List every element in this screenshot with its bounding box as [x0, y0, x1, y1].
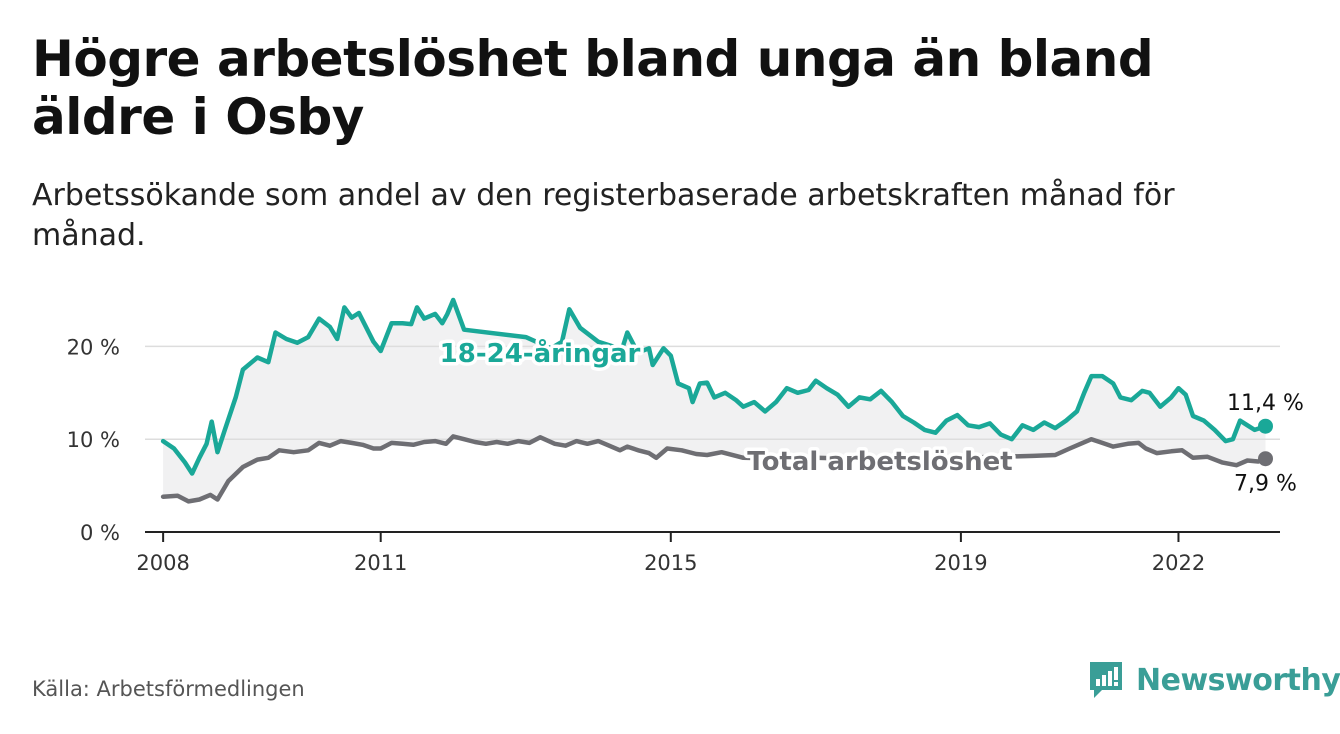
end-value-total: 7,9 %	[1234, 472, 1297, 497]
x-tick-label: 2019	[934, 551, 987, 575]
series-label-youth: 18-24-åringar	[440, 337, 641, 369]
y-tick-label: 20 %	[67, 335, 120, 359]
series-label-total: Total arbetslöshet	[747, 447, 1012, 477]
shaded-band-layer	[163, 300, 1266, 502]
newsworthy-logo-icon	[1090, 662, 1122, 698]
axis-layer: 0 % 10 % 20 % 2008 2011 2015 2019 2022	[67, 335, 1280, 575]
series-line-total	[160, 434, 1268, 504]
y-tick-label: 0 %	[80, 521, 120, 545]
x-tick-label: 2011	[354, 551, 407, 575]
chart-subtitle: Arbetssökande som andel av den registerb…	[32, 178, 1175, 253]
end-value-youth: 11,4 %	[1227, 391, 1304, 416]
chart-title: Högre arbetslöshet bland unga än bland ä…	[32, 30, 1154, 146]
series-layer	[160, 297, 1273, 504]
brand-logo-block[interactable]: Newsworthy	[1088, 660, 1340, 700]
end-point-youth	[1257, 418, 1273, 434]
line-chart: 0 % 10 % 20 % 2008 2011 2015 2019 2022 18-24-år…	[66, 297, 1306, 575]
label-layer: 18-24-åringar Total arbetslöshet 11,4 % 7,9…	[436, 334, 1306, 500]
series-line-youth	[160, 297, 1268, 476]
source-note: Källa: Arbetsförmedlingen	[32, 677, 305, 701]
series-gap-band	[163, 300, 1266, 502]
y-tick-label: 10 %	[67, 428, 120, 452]
x-tick-label: 2022	[1152, 551, 1205, 575]
x-tick-label: 2008	[136, 551, 189, 575]
brand-name: Newsworthy	[1136, 662, 1340, 698]
x-tick-label: 2015	[644, 551, 697, 575]
end-point-total	[1257, 451, 1273, 467]
